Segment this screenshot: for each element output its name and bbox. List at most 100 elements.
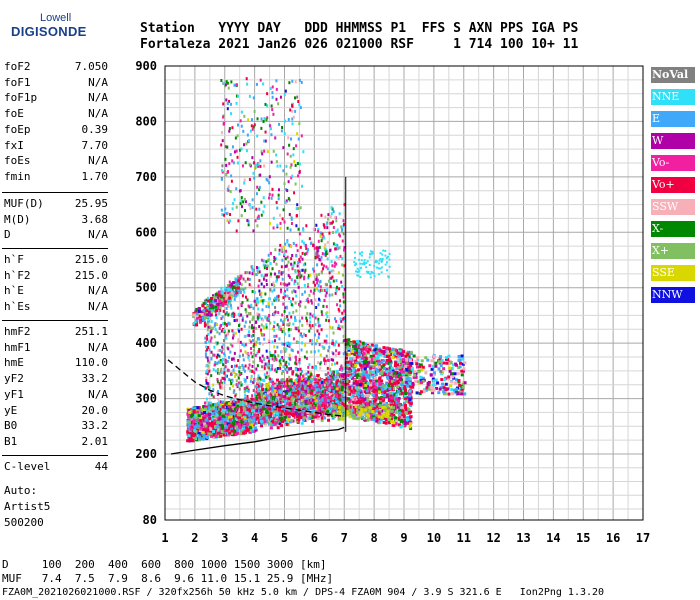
param-key: yF1: [4, 387, 24, 401]
param-value: 215.0: [74, 268, 108, 282]
x-tick-label: 17: [636, 531, 650, 545]
param-yf1: yF1 N/A: [4, 388, 108, 404]
param-value: 215.0: [74, 253, 108, 266]
x-tick-label: 13: [516, 531, 530, 545]
param-hme: hmE 110.0: [4, 356, 108, 372]
x-tick-label: 9: [400, 531, 407, 545]
x-tick-label: 11: [457, 531, 471, 545]
param-value: 25.95: [74, 197, 108, 210]
y-tick-label: 600: [135, 225, 157, 239]
param-hmf1: hmF1 N/A: [4, 341, 108, 357]
legend-item-sse: SSE: [651, 265, 695, 281]
file-info: FZA0M_2021026021000.RSF / 320fx256h 50 k…: [2, 587, 605, 598]
param-value: 251.1: [74, 325, 108, 338]
param-md: M(D) 3.68: [4, 213, 108, 229]
x-tick-label: 5: [281, 531, 288, 545]
auto-label: Auto:: [4, 484, 38, 497]
legend-item-ssw: SSW: [651, 199, 695, 215]
param-value: N/A: [88, 154, 108, 168]
param-key: fmin: [4, 169, 31, 183]
param-key: foE: [4, 107, 24, 121]
param-key: C-level: [4, 460, 51, 473]
param-key: hmF1: [4, 340, 31, 354]
param-value: N/A: [88, 75, 108, 89]
param-value: 3.68: [81, 212, 109, 226]
param-hf2: h`F2 215.0: [4, 269, 108, 285]
param-d: D N/A: [4, 228, 108, 244]
y-tick-label: 700: [135, 170, 157, 184]
param-key: yE: [4, 403, 18, 417]
param-value: N/A: [88, 107, 108, 121]
x-tick-label: 1: [161, 531, 168, 545]
y-tick-label: 900: [135, 59, 157, 73]
param-key: yF2: [4, 372, 24, 386]
x-tick-label: 15: [576, 531, 590, 545]
x-tick-label: 10: [427, 531, 441, 545]
param-value: 20.0: [81, 403, 109, 417]
param-key: B0: [4, 419, 18, 433]
param-he: h`E N/A: [4, 284, 108, 300]
header-row-1: Station YYYY DAY DDD HHMMSS P1 FFS S AXN…: [140, 21, 579, 36]
header-row-2: Fortaleza 2021 Jan26 026 021000 RSF 1 71…: [140, 37, 579, 52]
param-value: 1.70: [81, 169, 109, 183]
param-key: foF1p: [4, 91, 38, 105]
dashed-trace: [167, 359, 345, 417]
param-fof1: foF1 N/A: [4, 76, 108, 92]
param-value: N/A: [88, 91, 108, 105]
x-tick-label: 3: [221, 531, 228, 545]
param-key: hmE: [4, 356, 24, 370]
param-foes: foEs N/A: [4, 154, 108, 170]
param-fof2: foF2 7.050: [4, 60, 108, 76]
echo-points: [186, 77, 467, 443]
param-value: 2.01: [81, 434, 109, 448]
x-tick-label: 8: [371, 531, 378, 545]
logo-digisonde: DIGISONDE: [11, 24, 87, 39]
artist-version: 500200: [4, 516, 44, 529]
artist-label: Artist5: [4, 500, 51, 513]
parameter-separator: [2, 248, 108, 249]
parameter-separator: [2, 320, 108, 321]
parameter-separator: [2, 192, 108, 193]
y-tick-label: 80: [143, 513, 157, 527]
param-value: 33.2: [81, 419, 109, 433]
param-fof1p: foF1p N/A: [4, 91, 108, 107]
param-value: N/A: [88, 228, 108, 242]
param-value: N/A: [88, 300, 108, 314]
param-value: 7.70: [81, 138, 109, 152]
param-value: 0.39: [81, 122, 109, 136]
param-clevel: C-level 44: [4, 460, 108, 476]
x-tick-label: 16: [606, 531, 620, 545]
param-fmin: fmin 1.70: [4, 170, 108, 186]
param-fxi: fxI 7.70: [4, 139, 108, 155]
logo-lowell: Lowell: [40, 12, 72, 24]
param-key: B1: [4, 434, 18, 448]
y-tick-label: 800: [135, 114, 157, 128]
legend-item-nne: NNE: [651, 89, 695, 105]
param-value: 33.2: [81, 372, 109, 386]
legend-item-nnw: NNW: [651, 287, 695, 303]
x-tick-label: 12: [486, 531, 500, 545]
plot-frame: [164, 65, 644, 521]
param-ye: yE 20.0: [4, 404, 108, 420]
param-hf: h`F 215.0: [4, 253, 108, 269]
legend-item-e: E: [651, 111, 695, 127]
param-key: foF1: [4, 75, 31, 89]
param-value: 7.050: [74, 60, 108, 73]
x-tick-label: 7: [341, 531, 348, 545]
param-key: foF2: [4, 60, 31, 73]
param-key: foEs: [4, 154, 31, 168]
param-value: 110.0: [74, 356, 108, 370]
param-b0: B0 33.2: [4, 419, 108, 435]
x-tick-label: 6: [311, 531, 318, 545]
param-mufd: MUF(D) 25.95: [4, 197, 108, 213]
legend-item-x: X-: [651, 221, 695, 237]
x-tick-label: 14: [546, 531, 560, 545]
param-hmf2: hmF2 251.1: [4, 325, 108, 341]
legend-item-noval: NoVal: [651, 67, 695, 83]
legend-item-vo: Vo+: [651, 177, 695, 193]
y-tick-label: 400: [135, 336, 157, 350]
x-tick-label: 4: [251, 531, 258, 545]
y-tick-label: 300: [135, 392, 157, 406]
param-key: M(D): [4, 212, 31, 226]
